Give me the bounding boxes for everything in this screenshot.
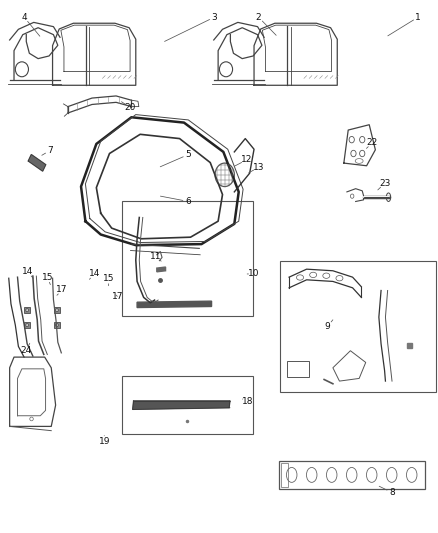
Text: 18: 18: [242, 398, 253, 406]
Ellipse shape: [56, 324, 58, 327]
Polygon shape: [24, 322, 30, 328]
Ellipse shape: [26, 324, 28, 327]
Text: 3: 3: [212, 13, 218, 21]
Polygon shape: [137, 301, 212, 308]
Text: 20: 20: [125, 103, 136, 112]
Text: 12: 12: [241, 156, 252, 164]
Ellipse shape: [26, 309, 28, 312]
Text: 6: 6: [185, 197, 191, 206]
Polygon shape: [24, 307, 30, 313]
Text: 13: 13: [253, 163, 264, 172]
Text: 7: 7: [47, 146, 53, 155]
Text: 22: 22: [367, 139, 378, 147]
Text: 15: 15: [103, 274, 114, 282]
Bar: [280, 261, 436, 392]
Polygon shape: [157, 267, 166, 272]
Text: 17: 17: [112, 292, 123, 301]
Text: 2: 2: [256, 13, 261, 21]
Bar: [287, 361, 309, 377]
Polygon shape: [28, 155, 46, 171]
Bar: [122, 376, 253, 434]
Text: 8: 8: [389, 488, 395, 497]
Bar: [281, 463, 288, 487]
Text: 14: 14: [88, 270, 100, 278]
Polygon shape: [407, 343, 412, 348]
Text: 17: 17: [57, 286, 68, 294]
Text: 1: 1: [415, 13, 421, 21]
Text: 5: 5: [185, 150, 191, 159]
Text: 15: 15: [42, 273, 53, 281]
Text: 11: 11: [150, 253, 161, 261]
Text: 14: 14: [22, 268, 33, 276]
Text: 19: 19: [99, 437, 110, 446]
Bar: [279, 461, 425, 489]
Polygon shape: [133, 401, 230, 409]
Text: 9: 9: [325, 322, 331, 330]
Ellipse shape: [56, 309, 58, 312]
Bar: [122, 201, 253, 316]
Polygon shape: [54, 307, 60, 313]
Text: 23: 23: [379, 179, 390, 188]
Text: 4: 4: [21, 13, 27, 21]
Text: 24: 24: [21, 346, 32, 355]
Polygon shape: [54, 322, 60, 328]
Text: 10: 10: [248, 270, 260, 278]
